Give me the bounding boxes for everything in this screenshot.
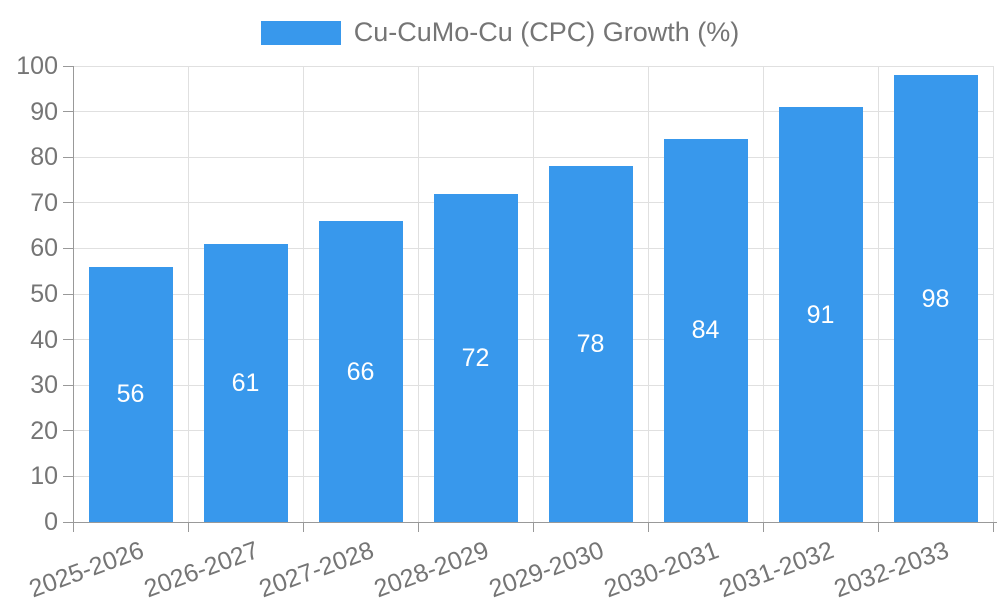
x-tick-label: 2028-2029 — [370, 536, 493, 600]
y-tick-mark — [63, 156, 73, 158]
x-tick-mark — [647, 522, 649, 532]
bar[interactable] — [203, 243, 288, 522]
x-gridline — [417, 66, 419, 522]
y-tick-label: 80 — [30, 143, 58, 172]
x-tick-mark — [417, 522, 419, 532]
bar-value-label: 78 — [576, 330, 605, 359]
y-tick-mark — [63, 430, 73, 432]
x-tick-label: 2025-2026 — [25, 536, 148, 600]
y-tick-mark — [63, 384, 73, 386]
legend[interactable]: Cu-CuMo-Cu (CPC) Growth (%) — [0, 17, 1000, 48]
y-tick-mark — [63, 247, 73, 249]
y-tick-mark — [63, 65, 73, 67]
bar[interactable] — [778, 107, 863, 522]
y-tick-mark — [63, 202, 73, 204]
bar-value-label: 56 — [116, 380, 145, 409]
y-tick-label: 20 — [30, 416, 58, 445]
bar-value-label: 72 — [461, 343, 490, 372]
x-tick-label: 2032-2033 — [830, 536, 953, 600]
x-tick-label: 2026-2027 — [140, 536, 263, 600]
bar-value-label: 91 — [806, 300, 835, 329]
y-tick-label: 10 — [30, 462, 58, 491]
y-axis-line — [72, 66, 74, 532]
legend-label: Cu-CuMo-Cu (CPC) Growth (%) — [353, 17, 740, 47]
x-gridline — [532, 66, 534, 522]
x-gridline — [187, 66, 189, 522]
x-tick-mark — [762, 522, 764, 532]
x-tick-mark — [302, 522, 304, 532]
bar-value-label: 84 — [691, 316, 720, 345]
bar[interactable] — [433, 193, 518, 522]
y-tick-mark — [63, 475, 73, 477]
x-tick-label: 2031-2032 — [715, 536, 838, 600]
bar-value-label: 66 — [346, 357, 375, 386]
y-tick-label: 40 — [30, 325, 58, 354]
x-tick-mark — [532, 522, 534, 532]
x-tick-label: 2027-2028 — [255, 536, 378, 600]
y-tick-label: 70 — [30, 188, 58, 217]
x-gridline — [647, 66, 649, 522]
x-tick-label: 2030-2031 — [600, 536, 723, 600]
x-gridline — [302, 66, 304, 522]
x-gridline — [877, 66, 879, 522]
y-tick-label: 60 — [30, 234, 58, 263]
y-tick-mark — [63, 339, 73, 341]
bar[interactable] — [318, 221, 403, 522]
y-tick-mark — [63, 293, 73, 295]
y-tick-label: 0 — [44, 508, 58, 536]
y-tick-label: 90 — [30, 97, 58, 126]
bar[interactable] — [893, 75, 978, 522]
x-tick-mark — [992, 522, 994, 532]
bar[interactable] — [548, 166, 633, 522]
x-gridline — [762, 66, 764, 522]
y-tick-label: 50 — [30, 280, 58, 308]
bar-value-label: 98 — [921, 284, 950, 313]
x-gridline — [992, 66, 994, 522]
x-tick-mark — [187, 522, 189, 532]
x-tick-label: 2029-2030 — [485, 536, 608, 600]
x-axis-line — [63, 521, 997, 523]
y-tick-mark — [63, 111, 73, 113]
bar-value-label: 61 — [231, 368, 260, 397]
x-tick-mark — [877, 522, 879, 532]
bar[interactable] — [88, 266, 173, 522]
y-tick-label: 100 — [16, 52, 58, 80]
legend-swatch — [260, 20, 341, 45]
y-tick-label: 30 — [30, 371, 58, 400]
bar[interactable] — [663, 138, 748, 522]
